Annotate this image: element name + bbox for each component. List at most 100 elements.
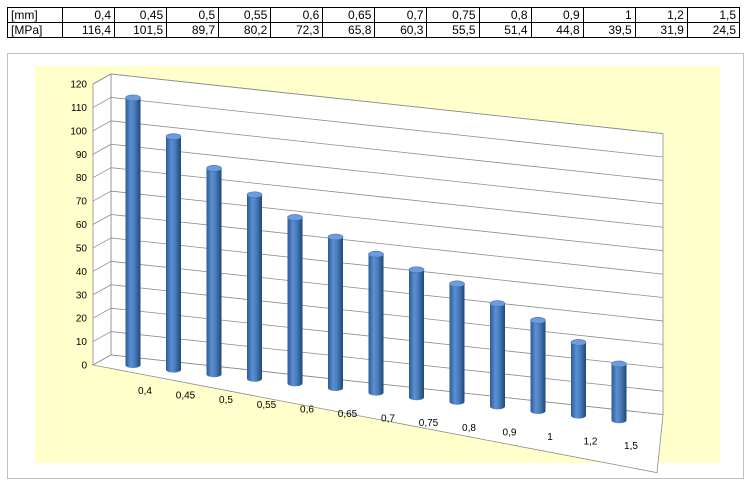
table-cell: 0,75	[426, 7, 480, 23]
table-cell: 1,5	[686, 7, 741, 23]
table-cell: 1,2	[634, 7, 688, 23]
side-gridline	[92, 97, 112, 108]
bar	[530, 320, 546, 414]
side-gridline	[92, 284, 112, 296]
bar	[611, 363, 627, 424]
table-cell: 0,9	[530, 7, 584, 23]
bar-top	[530, 317, 546, 324]
bar	[287, 217, 303, 387]
table-cell: 0,5	[166, 7, 220, 23]
bar-top	[287, 214, 303, 221]
bar	[490, 303, 505, 410]
x-tick-label: 0,6	[300, 404, 314, 415]
y-tick-label: 60	[76, 220, 88, 231]
y-tick-label: 90	[76, 150, 88, 161]
bar-top	[165, 133, 182, 140]
side-gridline	[92, 331, 112, 342]
x-tick-label: 0,9	[503, 427, 517, 438]
table-cell: 72,3	[270, 22, 324, 38]
table-cell: 1	[582, 7, 636, 23]
bar-top	[246, 191, 263, 199]
gridline	[110, 190, 664, 252]
x-tick-label: 0,5	[219, 395, 233, 406]
y-tick-label: 100	[70, 126, 87, 137]
side-gridline	[92, 260, 112, 272]
table-cell: 0,7	[374, 7, 428, 23]
x-tick-label: 0,8	[462, 423, 476, 434]
side-gridline	[92, 307, 112, 319]
bar-top	[206, 165, 222, 172]
table-cell: 0,55	[218, 7, 272, 23]
bar	[125, 97, 141, 368]
table-cell: 89,7	[166, 22, 220, 38]
chart-frame: 0 10 20 30 40 50 60 70 80 90 100 110 120 0,4 0,45 0,5 0,…	[7, 53, 744, 479]
table-cell: 55,5	[426, 22, 480, 38]
x-tick-label: 0,4	[138, 386, 152, 397]
y-tick-label: 120	[70, 80, 87, 91]
y-tick-label: 80	[76, 173, 88, 184]
thickness-row: [mm] 0,4 0,45 0,5 0,55 0,6 0,65 0,7 0,75 0,8 0,9 1 1…	[7, 7, 741, 23]
bar-top	[611, 360, 627, 368]
table-cell: 0,45	[114, 7, 168, 23]
bar	[409, 269, 424, 401]
y-tick-label: 40	[76, 267, 88, 278]
gridline	[110, 167, 664, 228]
y-tick-label: 0	[81, 361, 87, 372]
table-cell: 39,5	[582, 22, 636, 38]
side-gridline	[92, 214, 112, 225]
bar	[368, 254, 384, 396]
gridline	[110, 284, 664, 345]
bar-top	[125, 94, 141, 102]
x-tick-label: 0,55	[257, 400, 277, 411]
side-gridline	[92, 73, 112, 85]
bar	[571, 342, 586, 419]
table-cell: 24,5	[686, 22, 741, 38]
bar	[328, 236, 343, 391]
floor	[91, 354, 664, 474]
y-tick-label: 20	[76, 314, 88, 325]
table-cell: 80,2	[218, 22, 272, 38]
x-tick-label: 0,7	[381, 414, 395, 425]
x-tick-label: 1,5	[624, 441, 638, 452]
gridline	[110, 237, 664, 298]
x-tick-label: 1,2	[584, 437, 598, 448]
bar	[449, 283, 465, 405]
data-table: [mm] 0,4 0,45 0,5 0,55 0,6 0,65 0,7 0,75 0,8 0,9 1 1…	[7, 7, 741, 38]
gridline	[110, 260, 664, 322]
table-cell: 116,4	[61, 22, 116, 38]
row-label: [MPa]	[7, 22, 63, 38]
x-tick-label: 1	[547, 432, 553, 443]
bar	[166, 136, 181, 373]
gridline	[110, 97, 664, 158]
bar-top	[489, 300, 506, 307]
bar	[206, 168, 222, 378]
stress-row: [MPa] 116,4 101,5 89,7 80,2 72,3 65,8 60,3 55,5 5…	[7, 22, 741, 38]
table-cell: 0,65	[322, 7, 376, 23]
side-gridline	[92, 120, 112, 132]
gridline	[110, 143, 664, 205]
table-cell: 31,9	[634, 22, 688, 38]
bar-top	[570, 339, 587, 346]
side-gridline	[92, 237, 112, 249]
table-cell: 44,8	[530, 22, 584, 38]
bar-top	[327, 233, 344, 241]
side-gridline	[92, 143, 112, 155]
y-tick-label: 50	[76, 243, 88, 254]
table-cell: 0,8	[478, 7, 532, 23]
y-tick-label: 10	[76, 337, 88, 348]
table-cell: 0,6	[270, 7, 324, 23]
table-cell: 60,3	[374, 22, 428, 38]
gridline	[110, 73, 664, 135]
table-cell: 0,4	[61, 7, 116, 23]
x-tick-label: 0,65	[338, 409, 358, 420]
table-cell: 101,5	[114, 22, 168, 38]
gridline	[110, 214, 664, 275]
chart-svg: 0 10 20 30 40 50 60 70 80 90 100 110 120 0,4 0,45 0,5 0,…	[35, 66, 720, 474]
y-tick-label: 110	[71, 103, 87, 114]
table-cell: 65,8	[322, 22, 376, 38]
x-tick-label: 0,75	[419, 418, 439, 429]
side-gridline	[92, 167, 112, 179]
y-tick-label: 30	[76, 290, 88, 301]
y-tick-label: 70	[76, 197, 88, 208]
bar-top	[449, 280, 465, 288]
